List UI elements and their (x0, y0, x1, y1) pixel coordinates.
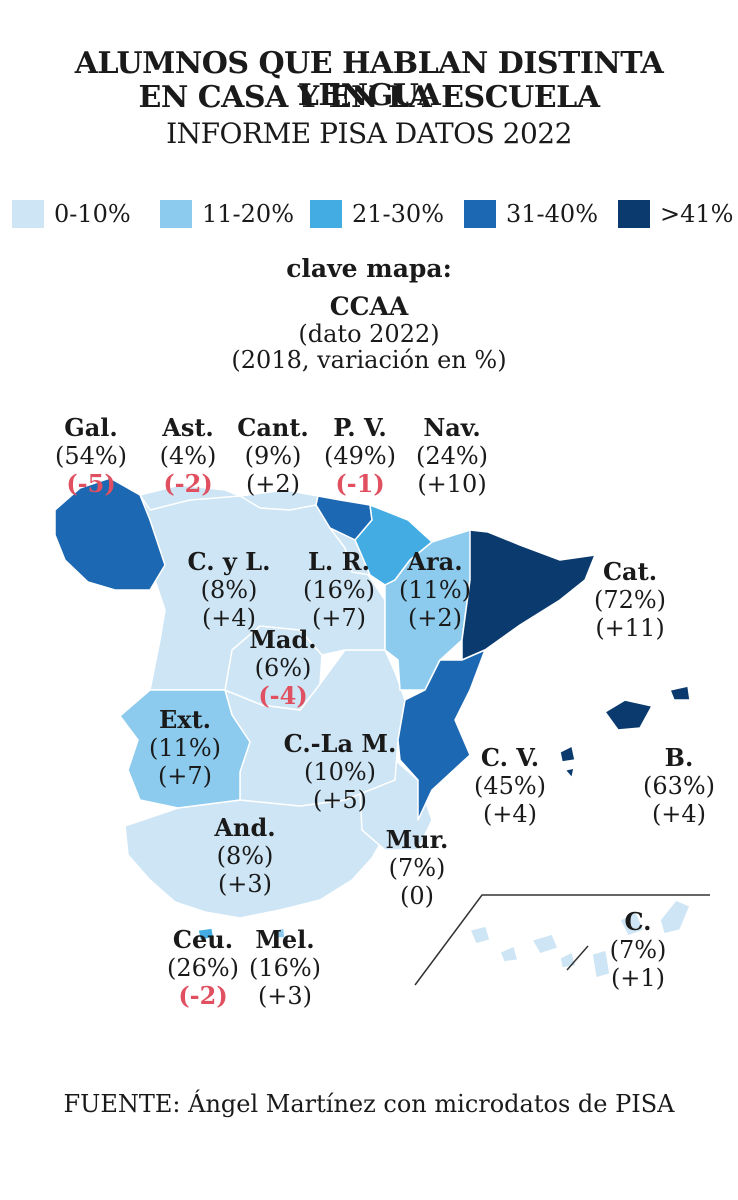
region-shape-lr (329, 527, 371, 576)
legend-swatch (464, 200, 496, 228)
region-shape-ext (119, 689, 251, 809)
region-label-mel: Mel. (16%) (+3) (248, 925, 322, 1011)
region-label-cat: Cat. (72%) (+11) (593, 557, 667, 643)
region-label-gal: Gal. (54%) (-5) (54, 413, 128, 498)
region-label-can: C. (7%) (+1) (609, 907, 667, 993)
region-shape-cat (461, 529, 596, 661)
legend-label: 11-20% (202, 200, 294, 228)
region-label-cyl: C. y L. (8%) (+4) (187, 547, 271, 633)
region-label-and: And. (8%) (+3) (214, 813, 276, 899)
region-label-clm: C.-La M. (10%) (+5) (283, 729, 397, 815)
region-shape-can (469, 899, 691, 979)
region-label-mad: Mad. (6%) (-4) (249, 625, 317, 710)
map-title-line1: ALUMNOS QUE HABLAN DISTINTA LENGUA (74, 46, 664, 113)
map-title-line2: EN CASA Y EN LA ESCUELA (138, 80, 601, 115)
region-shape-gal (54, 477, 166, 591)
legend-swatch (160, 200, 192, 228)
source-note: FUENTE: Ángel Martínez con microdatos de… (63, 1090, 675, 1118)
legend-label: 21-30% (352, 200, 444, 228)
legend-swatch (12, 200, 44, 228)
map-key-line1: (dato 2022) (298, 320, 440, 348)
legend-item-0-10: 0-10% (12, 198, 131, 230)
region-shape-mel (274, 927, 286, 939)
region-label-cant: Cant. (9%) (+2) (237, 413, 309, 499)
legend-item-31-40: 31-40% (464, 198, 598, 230)
legend-swatch (310, 200, 342, 228)
region-label-lr: L. R. (16%) (+7) (302, 547, 376, 633)
canarias-inset-line (566, 945, 589, 971)
legend-label: 31-40% (506, 200, 598, 228)
map-key-heading: clave mapa: (286, 254, 452, 283)
color-legend: 0-10% 11-20% 21-30% 31-40% >41% (12, 198, 733, 232)
region-shape-cv (397, 649, 486, 821)
legend-label: 0-10% (54, 200, 131, 228)
map-subtitle: INFORME PISA DATOS 2022 (166, 117, 572, 150)
region-label-bal: B. (63%) (+4) (642, 743, 716, 829)
map-key-name: CCAA (329, 292, 409, 321)
legend-item-11-20: 11-20% (160, 198, 294, 230)
region-label-cv: C. V. (45%) (+4) (473, 743, 547, 829)
region-shape-ceu (197, 927, 215, 941)
region-label-mur: Mur. (7%) (0) (385, 825, 449, 911)
legend-swatch (618, 200, 650, 228)
region-label-ara: Ara. (11%) (+2) (398, 547, 472, 633)
legend-item-21-30: 21-30% (310, 198, 444, 230)
legend-item-over-41: >41% (618, 198, 733, 230)
region-label-nav: Nav. (24%) (+10) (415, 413, 489, 499)
region-shape-bal (559, 685, 691, 779)
region-label-ceu: Ceu. (26%) (-2) (166, 925, 240, 1010)
canarias-inset-line (414, 894, 710, 986)
region-label-ast: Ast. (4%) (-2) (159, 413, 217, 498)
legend-label: >41% (660, 200, 734, 228)
map-key-line2: (2018, variación en %) (231, 346, 507, 374)
region-label-pv: P. V. (49%) (-1) (323, 413, 397, 498)
region-label-ext: Ext. (11%) (+7) (148, 705, 222, 791)
